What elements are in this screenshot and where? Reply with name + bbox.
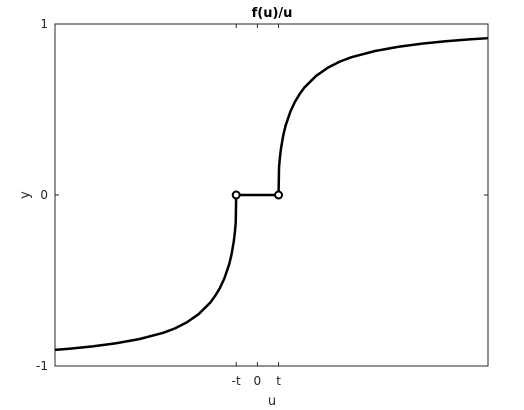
open-markers (231, 190, 284, 200)
tick-labels: -t 0 t-101 (36, 17, 281, 388)
y-axis-label: y (18, 191, 33, 199)
x-tick-label: -t (232, 374, 241, 388)
x-tick-label: t (276, 374, 281, 388)
x-tick-label: 0 (254, 374, 262, 388)
y-tick-label: 0 (40, 188, 48, 202)
chart-title: f(u)/u (252, 6, 293, 21)
y-tick-label: 1 (40, 17, 48, 31)
open-marker (274, 190, 284, 200)
x-axis-label: u (268, 394, 276, 409)
open-marker (231, 190, 241, 200)
axis-ticks (55, 23, 488, 367)
y-tick-label: -1 (36, 359, 48, 373)
